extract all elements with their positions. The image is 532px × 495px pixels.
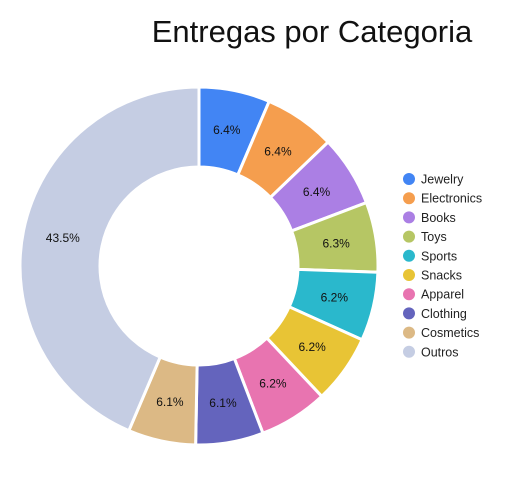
- slice-label-sports: 6.2%: [321, 291, 349, 305]
- legend-item-outros[interactable]: Outros: [421, 345, 459, 359]
- slice-label-books: 6.4%: [303, 185, 331, 199]
- legend-marker-books: [403, 211, 415, 224]
- slice-label-snacks: 6.2%: [298, 340, 326, 354]
- slice-outros: [18, 85, 201, 433]
- slice-label-outros: 43.5%: [46, 231, 80, 245]
- legend-item-snacks[interactable]: Snacks: [421, 269, 462, 283]
- slice-label-electronics: 6.4%: [264, 145, 292, 159]
- legend-item-clothing[interactable]: Clothing: [421, 307, 467, 321]
- legend-marker-snacks: [403, 269, 415, 281]
- legend-item-apparel[interactable]: Apparel: [421, 288, 464, 302]
- slice-labels-group: 6.4% 6.4% 6.4% 6.3% 6.2% 6.2% 6.2% 6.1% 6.1% 43.5…: [46, 123, 350, 410]
- legend-marker-cosmetics: [403, 326, 415, 339]
- slice-label-apparel: 6.2%: [259, 377, 287, 391]
- legend-marker-clothing: [403, 307, 415, 320]
- legend-marker-electronics: [403, 192, 415, 205]
- slice-label-clothing: 6.1%: [209, 396, 237, 410]
- slice-label-jewelry: 6.4%: [213, 123, 241, 137]
- legend-item-jewelry[interactable]: Jewelry: [421, 173, 464, 187]
- legend-item-toys[interactable]: Toys: [421, 230, 447, 244]
- slice-label-cosmetics: 6.1%: [156, 395, 184, 409]
- slices-group: [18, 85, 380, 447]
- legend-item-cosmetics[interactable]: Cosmetics: [421, 326, 479, 340]
- legend-marker-toys: [403, 230, 415, 243]
- legend-marker-jewelry: [403, 173, 415, 185]
- legend-marker-sports: [403, 249, 415, 262]
- legend-marker-outros: [403, 345, 415, 358]
- legend-item-sports[interactable]: Sports: [421, 249, 457, 263]
- legend-item-books[interactable]: Books: [421, 211, 456, 225]
- legend-marker-apparel: [403, 288, 415, 301]
- legend: Jewelry Electronics Books Toys Sports Snacks A…: [403, 173, 482, 359]
- chart-title: Entregas por Categoria: [152, 14, 473, 49]
- legend-item-electronics[interactable]: Electronics: [421, 192, 482, 206]
- slice-label-toys: 6.3%: [322, 236, 350, 250]
